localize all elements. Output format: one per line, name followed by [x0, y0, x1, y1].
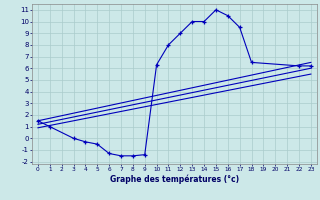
X-axis label: Graphe des températures (°c): Graphe des températures (°c): [110, 174, 239, 184]
